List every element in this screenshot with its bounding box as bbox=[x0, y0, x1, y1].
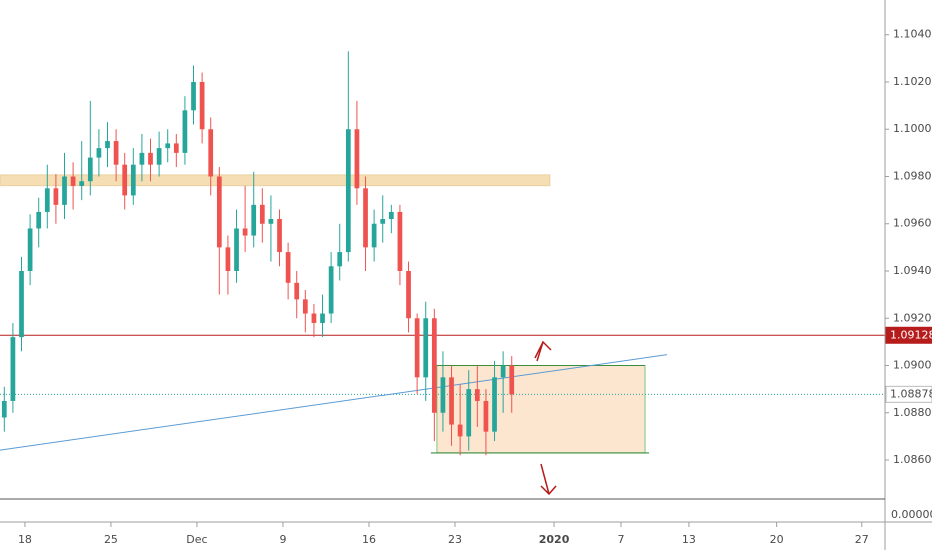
candle-body bbox=[500, 365, 506, 378]
candle-body bbox=[199, 81, 205, 130]
resistance-zone bbox=[0, 174, 551, 187]
candle-body bbox=[53, 188, 59, 205]
trendline bbox=[0, 354, 668, 451]
x-tick-label: 23 bbox=[448, 533, 462, 546]
candle-body bbox=[423, 318, 429, 378]
plot-area bbox=[0, 51, 885, 456]
x-tick-label: 20 bbox=[770, 533, 784, 546]
candle-body bbox=[19, 271, 24, 338]
candle-body bbox=[216, 176, 222, 248]
candle-body bbox=[302, 299, 308, 314]
candle-body bbox=[113, 141, 119, 165]
candle-body bbox=[328, 266, 334, 314]
candle-body bbox=[320, 313, 325, 323]
candle-body bbox=[36, 211, 42, 229]
y-tick-label: 1.10200 bbox=[893, 75, 932, 88]
candle-body bbox=[251, 204, 257, 236]
candle-body bbox=[457, 424, 463, 437]
candle-body bbox=[397, 211, 403, 272]
candle-body bbox=[345, 129, 351, 253]
candle-body bbox=[191, 81, 196, 111]
candle-body bbox=[130, 164, 136, 196]
up-arrow bbox=[534, 340, 552, 362]
candle-body bbox=[1, 400, 7, 418]
candle-body bbox=[156, 148, 162, 165]
candle-body bbox=[474, 389, 480, 401]
down-arrow bbox=[540, 463, 557, 496]
y-tick-label: 1.10400 bbox=[893, 28, 932, 41]
candle-body bbox=[354, 129, 360, 189]
candle-body bbox=[182, 110, 188, 153]
y-tick-label: 1.08800 bbox=[893, 406, 932, 419]
y-tick-label: 1.09000 bbox=[893, 359, 932, 372]
x-tick-label: Dec bbox=[186, 533, 207, 546]
x-tick-label: 7 bbox=[617, 533, 624, 546]
candle-body bbox=[509, 365, 515, 395]
candle-body bbox=[414, 318, 420, 378]
lower-pane-label: 0.00000 bbox=[891, 508, 932, 521]
candle-body bbox=[70, 176, 76, 186]
candle-body bbox=[492, 377, 497, 432]
price-label-box bbox=[885, 385, 932, 403]
candle-body bbox=[122, 164, 128, 196]
y-tick-label: 1.09400 bbox=[893, 264, 932, 277]
y-tick-label: 1.09200 bbox=[893, 311, 932, 324]
candle-body bbox=[431, 318, 437, 413]
x-tick-label: 2020 bbox=[539, 533, 570, 546]
candle-body bbox=[285, 252, 291, 283]
candle-body bbox=[27, 228, 33, 272]
x-tick-label: 18 bbox=[18, 533, 32, 546]
candle-body bbox=[449, 377, 454, 425]
y-tick-label: 1.10000 bbox=[893, 122, 932, 135]
candle-body bbox=[440, 377, 446, 413]
candle-body bbox=[259, 204, 265, 224]
candle-body bbox=[337, 252, 343, 267]
candle-body bbox=[96, 148, 102, 158]
candle-body bbox=[483, 400, 489, 432]
x-tick-label: 16 bbox=[362, 533, 376, 546]
candle-body bbox=[105, 141, 110, 149]
y-tick-label: 1.08600 bbox=[893, 453, 932, 466]
candle-body bbox=[388, 211, 394, 220]
price-label-box bbox=[885, 326, 932, 344]
candle-body bbox=[363, 188, 368, 248]
x-tick-label: 25 bbox=[104, 533, 118, 546]
candle-body bbox=[242, 228, 248, 236]
candle-body bbox=[371, 223, 377, 248]
candle-body bbox=[173, 143, 179, 153]
candle-body bbox=[466, 389, 472, 437]
candle-body bbox=[406, 271, 411, 319]
candle-body bbox=[10, 337, 16, 401]
y-tick-label: 1.09600 bbox=[893, 217, 932, 230]
candle-body bbox=[44, 188, 50, 212]
candle-body bbox=[311, 313, 317, 323]
candle-body bbox=[79, 181, 85, 186]
candle-body bbox=[87, 157, 93, 182]
candle-body bbox=[208, 129, 214, 177]
candle-body bbox=[139, 152, 145, 165]
candle-body bbox=[294, 282, 300, 300]
candle-body bbox=[165, 143, 171, 149]
candle-body bbox=[225, 247, 231, 272]
price-label: 1.08878 bbox=[890, 387, 932, 400]
x-tick-label: 9 bbox=[279, 533, 286, 546]
x-tick-label: 13 bbox=[682, 533, 696, 546]
candle-body bbox=[62, 176, 67, 205]
candle-body bbox=[148, 152, 153, 165]
candle-body bbox=[380, 219, 386, 224]
candle-body bbox=[277, 219, 282, 253]
x-tick-label: 27 bbox=[855, 533, 869, 546]
price-label: 1.09128 bbox=[890, 328, 932, 341]
y-tick-label: 1.09800 bbox=[893, 169, 932, 182]
candle-body bbox=[234, 228, 239, 272]
candle-body bbox=[268, 219, 274, 224]
